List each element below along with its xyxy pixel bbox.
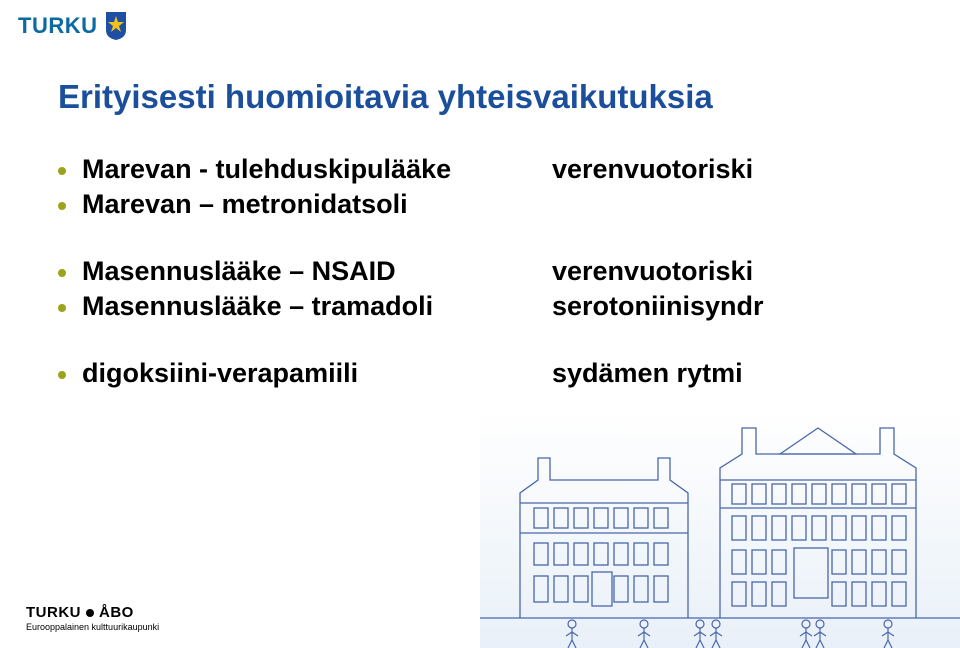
footer-logo: TURKU ÅBO Eurooppalainen kulttuurikaupun… [26, 604, 159, 632]
bullet-row: Marevan - tulehduskipulääke verenvuotori… [58, 154, 878, 185]
bullet-row: Marevan – metronidatsoli [58, 189, 878, 220]
footer-turku: TURKU [26, 604, 81, 621]
bullet-right-text: verenvuotoriski [552, 256, 753, 287]
bullet-dot-icon [58, 202, 66, 210]
bullet-dot-icon [58, 167, 66, 175]
city-illustration [480, 358, 960, 648]
bullet-left-text: Masennuslääke – NSAID [82, 256, 552, 287]
bullet-right-text: serotoniinisyndr [552, 291, 764, 322]
bullet-dot-icon [58, 371, 66, 379]
brand-text: TURKU [18, 13, 98, 39]
bullet-left-text: Marevan – metronidatsoli [82, 189, 552, 220]
footer-subtitle: Eurooppalainen kulttuurikaupunki [26, 622, 159, 632]
crest-icon [104, 12, 128, 40]
header-logo: TURKU [18, 12, 128, 40]
bullet-group-1: Marevan - tulehduskipulääke verenvuotori… [58, 154, 878, 220]
dot-icon [85, 608, 95, 618]
bullet-row: Masennuslääke – tramadoli serotoniinisyn… [58, 291, 878, 322]
bullet-left-text: Marevan - tulehduskipulääke [82, 154, 552, 185]
bullet-dot-icon [58, 269, 66, 277]
slide-title: Erityisesti huomioitavia yhteisvaikutuks… [58, 78, 713, 116]
footer-top-line: TURKU ÅBO [26, 604, 159, 621]
footer-abo: ÅBO [99, 604, 134, 621]
bullet-dot-icon [58, 304, 66, 312]
bullet-row: Masennuslääke – NSAID verenvuotoriski [58, 256, 878, 287]
bullet-left-text: Masennuslääke – tramadoli [82, 291, 552, 322]
bullet-group-2: Masennuslääke – NSAID verenvuotoriski Ma… [58, 256, 878, 322]
bullet-right-text: verenvuotoriski [552, 154, 753, 185]
